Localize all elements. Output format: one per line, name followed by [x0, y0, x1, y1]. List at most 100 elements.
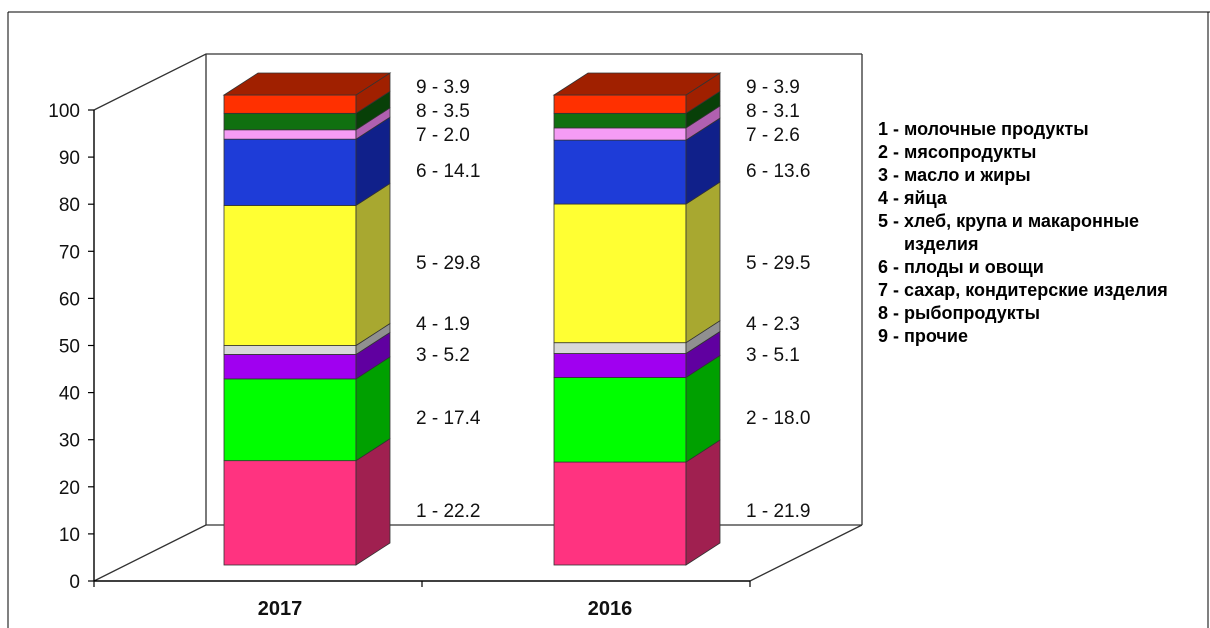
- data-label-2016-9: 9 - 3.9: [746, 77, 800, 98]
- legend-item: 9 - прочие: [878, 325, 1198, 348]
- y-tick-label: 50: [59, 337, 80, 358]
- legend-key: 4 -: [878, 188, 905, 208]
- legend-key: 2 -: [878, 142, 905, 162]
- data-label-2016-6: 6 - 13.6: [746, 161, 810, 182]
- bar-2016-segment-7: [553, 105, 721, 141]
- bar-2017-segment-6: [223, 116, 391, 207]
- bar-2016-segment-7-front: [553, 127, 687, 141]
- bar-2016-segment-1: [553, 439, 721, 566]
- y-tick-label: 70: [59, 242, 80, 263]
- legend-key: 9 -: [878, 326, 905, 346]
- y-tick-label: 100: [48, 101, 80, 122]
- legend-text: сахар, кондитерские изделия: [904, 280, 1168, 300]
- bar-2016-segment-2: [553, 354, 721, 463]
- bar-2017-segment-1-front: [223, 460, 357, 566]
- legend-item: 6 - плоды и овощи: [878, 256, 1198, 279]
- legend-key: 6 -: [878, 257, 905, 277]
- legend-key: 8 -: [878, 303, 905, 323]
- y-tick-label: 20: [59, 478, 80, 499]
- legend-key: 7 -: [878, 280, 905, 300]
- y-tick-label: 60: [59, 289, 80, 310]
- bar-2016-top: [552, 72, 722, 96]
- legend-item: 7 - сахар, кондитерские изделия: [878, 279, 1198, 302]
- chart-legend: 1 - молочные продукты 2 - мясопродукты 3 -…: [878, 118, 1198, 348]
- data-label-2017-9: 9 - 3.9: [416, 77, 470, 98]
- legend-text: прочие: [904, 326, 968, 346]
- data-label-2017-5: 5 - 29.8: [416, 253, 480, 274]
- bar-2016-segment-5-side: [685, 181, 721, 344]
- bar-2017-segment-7-front: [223, 129, 357, 140]
- bar-2016-segment-1-front: [553, 461, 687, 566]
- bar-2016-segment-5-front: [553, 203, 687, 344]
- bar-2017-segment-8-front: [223, 112, 357, 131]
- data-label-2017-2: 2 - 17.4: [416, 408, 481, 429]
- data-label-2016-4: 4 - 2.3: [746, 314, 800, 335]
- category-labels: 2017 2016: [258, 598, 633, 620]
- y-tick-label: 30: [59, 431, 80, 452]
- legend-text: плоды и овощи: [904, 257, 1044, 277]
- legend-item: 4 - яйца: [878, 187, 1198, 210]
- data-label-2016-1: 1 - 21.9: [746, 501, 810, 522]
- legend-text: молочные продукты: [904, 119, 1089, 139]
- bars: [222, 72, 722, 566]
- bar-2016-segment-8-front: [553, 112, 687, 129]
- data-label-2017-7: 7 - 2.0: [416, 125, 470, 146]
- bar-2017-segment-2: [223, 356, 391, 462]
- bar-2017-segment-3-front: [223, 354, 357, 380]
- bar-2016-segment-2-front: [553, 377, 687, 463]
- legend-text: рыбопродукты: [904, 303, 1040, 323]
- y-tick-label: 10: [59, 525, 80, 546]
- legend-text: масло и жиры: [904, 165, 1031, 185]
- bar-2016-segment-9: [552, 72, 722, 115]
- bar-2017-segment-2-front: [223, 378, 357, 462]
- legend-key: 1 -: [878, 119, 905, 139]
- legend-item: 3 - масло и жиры: [878, 164, 1198, 187]
- legend-item: 2 - мясопродукты: [878, 141, 1198, 164]
- chart-border: [7, 11, 1210, 628]
- data-label-2017-3: 3 - 5.2: [416, 345, 470, 366]
- y-tick-label: 90: [59, 148, 80, 169]
- data-label-2017-8: 8 - 3.5: [416, 101, 470, 122]
- bar-2016-segment-4-front: [553, 342, 687, 354]
- legend-key: 5 -: [878, 211, 905, 231]
- data-label-2016-2: 2 - 18.0: [746, 408, 810, 429]
- bar-2017-segment-4-front: [223, 345, 357, 355]
- floor-right-edge: [749, 524, 863, 582]
- bar-2016-segment-3-front: [553, 353, 687, 378]
- legend-text: хлеб, крупа и макаронные изделия: [904, 211, 1140, 254]
- bar-2017-segment-9: [222, 72, 392, 115]
- y-tick-label: 0: [69, 572, 80, 593]
- legend-key: 3 -: [878, 165, 905, 185]
- bar-2016-segment-6-front: [553, 139, 687, 205]
- legend-item: 8 - рыбопродукты: [878, 302, 1198, 325]
- bar-2017-segment-5-front: [223, 205, 357, 346]
- category-label-2017: 2017: [258, 598, 303, 620]
- data-label-2017-4: 4 - 1.9: [416, 314, 470, 335]
- bar-2016-segment-3: [553, 330, 721, 379]
- data-label-2016-7: 7 - 2.6: [746, 125, 800, 146]
- bar-2017-segment-5-side: [355, 182, 391, 347]
- data-labels: 1 - 22.2 2 - 17.4 3 - 5.2 4 - 1.9 5 - 29.8 6 …: [416, 77, 810, 522]
- data-label-2017-6: 6 - 14.1: [416, 161, 480, 182]
- bar-2017-top: [222, 72, 392, 96]
- bar-2017-segment-9-front: [223, 94, 357, 114]
- floor-left-edge: [93, 524, 207, 582]
- category-label-2016: 2016: [588, 598, 633, 620]
- data-label-2017-1: 1 - 22.2: [416, 501, 480, 522]
- y-tick-label: 80: [59, 195, 80, 216]
- legend-text: мясопродукты: [904, 142, 1037, 162]
- bar-2017-segment-6-front: [223, 138, 357, 206]
- data-label-2016-3: 3 - 5.1: [746, 345, 800, 366]
- legend-item: 1 - молочные продукты: [878, 118, 1198, 141]
- data-label-2016-5: 5 - 29.5: [746, 253, 810, 274]
- bar-2017-segment-5: [223, 182, 391, 347]
- legend-text: яйца: [904, 188, 947, 208]
- y-tick-label: 40: [59, 384, 80, 405]
- bar-2017-segment-3: [223, 331, 391, 380]
- y-axis-ticks: 0 10 20 30 40 50 60 70 80 90 100: [48, 101, 751, 593]
- bar-2016-segment-5: [553, 181, 721, 344]
- data-label-2016-8: 8 - 3.1: [746, 101, 800, 122]
- legend-item: 5 - хлеб, крупа и макаронные изделия: [878, 210, 1198, 256]
